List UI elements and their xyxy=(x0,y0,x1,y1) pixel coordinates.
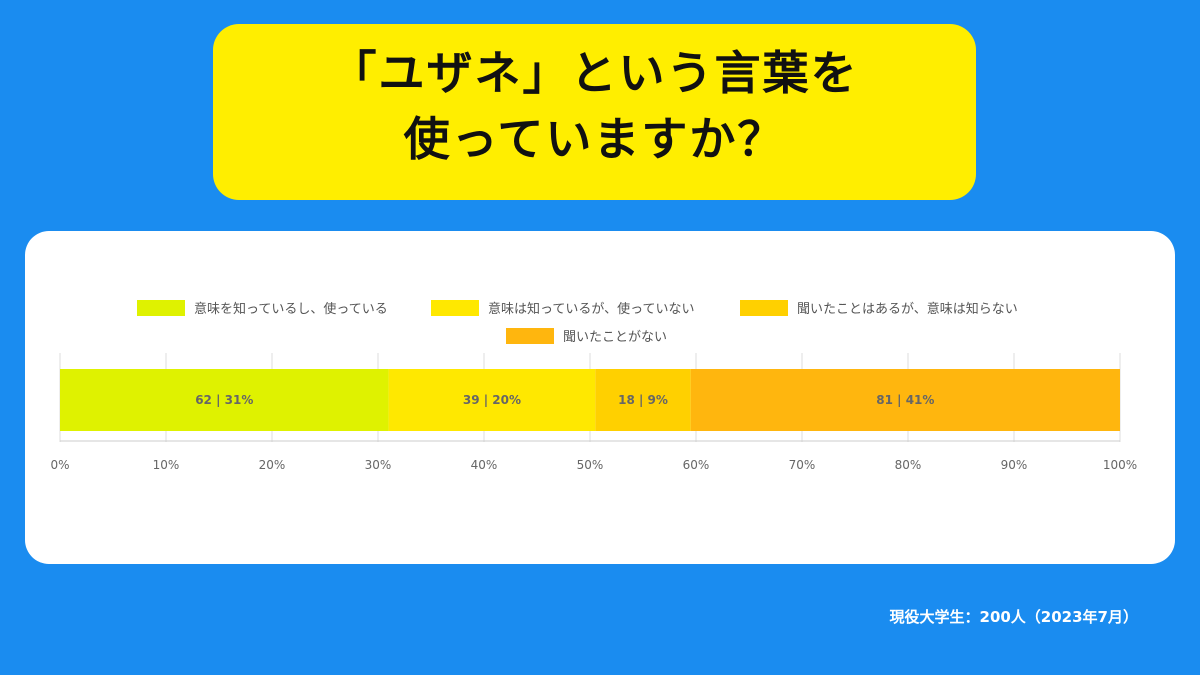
x-tick-label: 50% xyxy=(577,458,604,472)
legend-swatch xyxy=(506,328,554,344)
bar-segment-3 xyxy=(595,369,691,431)
legend-swatch xyxy=(740,300,788,316)
title-banner-tab xyxy=(300,150,882,200)
bar-data-label: 81 | 41% xyxy=(876,393,934,407)
x-tick-label: 20% xyxy=(259,458,286,472)
bar-data-label: 39 | 20% xyxy=(463,393,521,407)
x-tick-label: 40% xyxy=(471,458,498,472)
bar-data-label: 18 | 9% xyxy=(618,393,668,407)
x-tick-label: 0% xyxy=(50,458,69,472)
x-axis: 0% 10% 20% 30% 40% 50% 60% 70% 80% 90% 100% xyxy=(50,440,1137,472)
title-line-1: 「ユザネ」という言葉を xyxy=(330,46,859,100)
bar-segment-4 xyxy=(690,369,1120,431)
x-tick-label: 10% xyxy=(153,458,180,472)
bar-segment-2 xyxy=(388,369,596,431)
x-tick-label: 60% xyxy=(683,458,710,472)
legend-swatch xyxy=(431,300,479,316)
legend-label: 意味を知っているし、使っている xyxy=(194,301,388,317)
legend-swatch xyxy=(137,300,185,316)
bar-segment-1 xyxy=(60,369,389,431)
legend-label: 聞いたことはあるが、意味は知らない xyxy=(797,301,1018,317)
x-tick-label: 100% xyxy=(1103,458,1137,472)
x-tick-label: 80% xyxy=(895,458,922,472)
legend: 意味を知っているし、使っている 意味は知っているが、使っていない 聞いたことはあるが… xyxy=(137,300,1018,345)
page-title: 「ユザネ」という言葉を 使っていますか？ xyxy=(213,40,976,172)
x-tick-label: 90% xyxy=(1001,458,1028,472)
title-line-2: 使っていますか？ xyxy=(403,112,786,166)
survey-footnote: 現役大学生：200人（2023年7月） xyxy=(889,608,1139,626)
legend-label: 聞いたことがない xyxy=(563,330,667,345)
x-tick-label: 70% xyxy=(789,458,816,472)
bar-data-label: 62 | 31% xyxy=(195,393,253,407)
bar-segments: 62 | 31% 39 | 20% 18 | 9% 81 | 41% xyxy=(60,369,1120,431)
legend-label: 意味は知っているが、使っていない xyxy=(488,301,694,317)
x-tick-label: 30% xyxy=(365,458,392,472)
